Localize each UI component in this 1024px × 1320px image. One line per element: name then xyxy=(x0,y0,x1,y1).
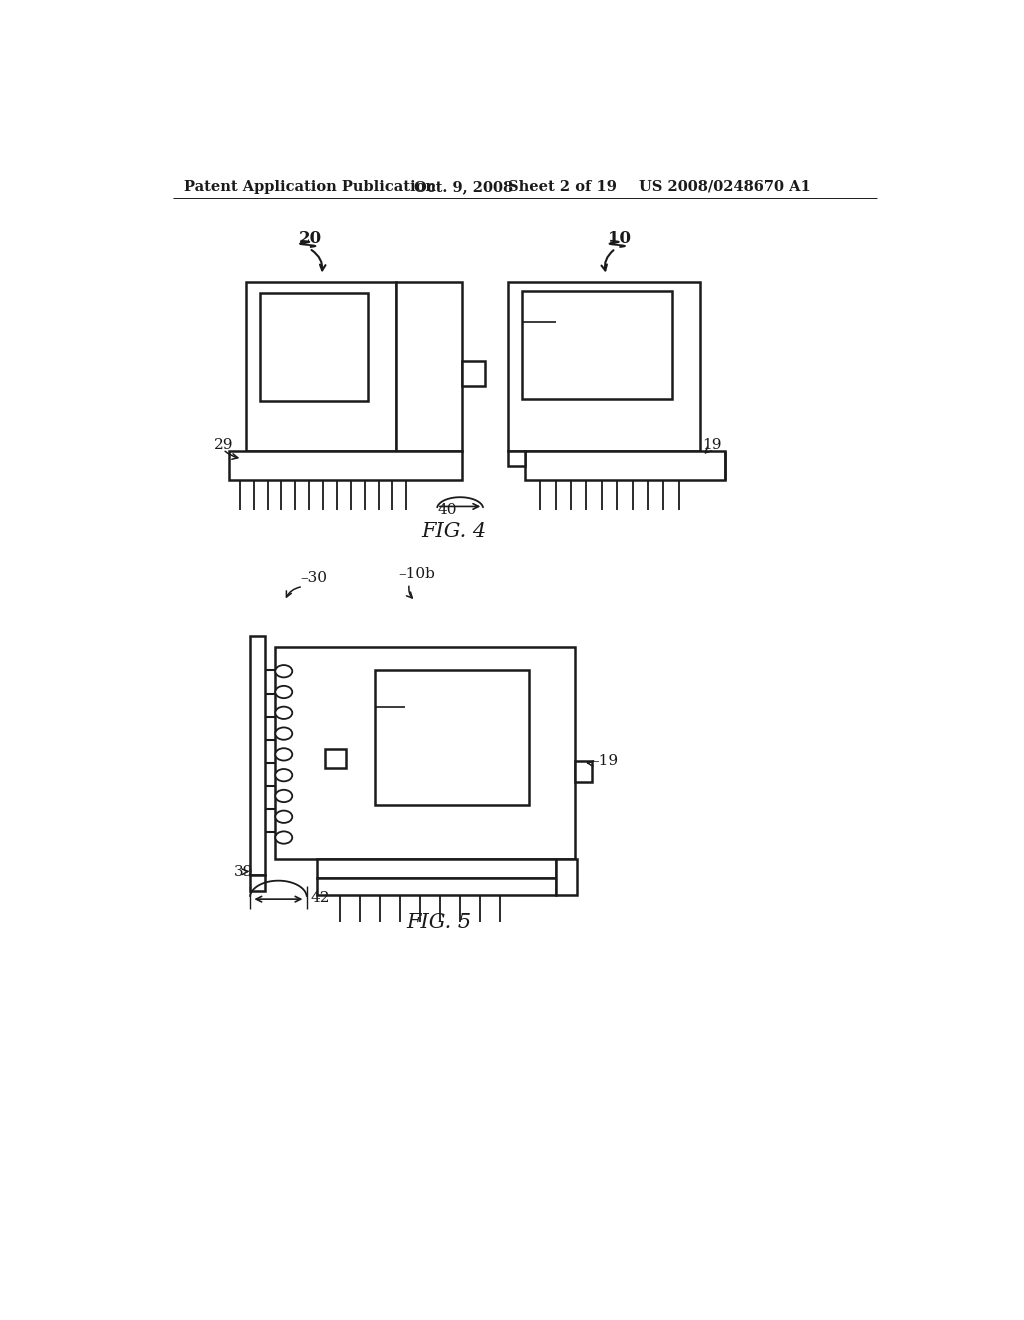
Text: 10: 10 xyxy=(608,230,631,247)
Text: 40: 40 xyxy=(437,503,457,517)
Bar xyxy=(574,760,592,781)
Text: –19: –19 xyxy=(591,754,618,768)
Ellipse shape xyxy=(275,770,292,781)
Text: 39: 39 xyxy=(233,865,253,879)
Ellipse shape xyxy=(275,810,292,822)
Ellipse shape xyxy=(275,686,292,698)
Bar xyxy=(462,360,484,385)
Bar xyxy=(375,671,528,805)
Text: –10b: –10b xyxy=(398,568,435,581)
Bar xyxy=(250,636,265,875)
Ellipse shape xyxy=(275,832,292,843)
Bar xyxy=(556,859,578,895)
Text: FIG. 4: FIG. 4 xyxy=(422,523,486,541)
Text: 29: 29 xyxy=(214,438,233,453)
Bar xyxy=(325,748,346,768)
Text: –30: –30 xyxy=(300,572,327,585)
Text: Sheet 2 of 19: Sheet 2 of 19 xyxy=(508,180,616,194)
Bar xyxy=(508,451,525,466)
Ellipse shape xyxy=(275,748,292,760)
Bar xyxy=(250,875,265,891)
Bar xyxy=(521,290,672,399)
Bar xyxy=(246,281,396,451)
Bar xyxy=(316,859,556,878)
Bar xyxy=(524,451,725,480)
Bar xyxy=(260,293,368,401)
Ellipse shape xyxy=(275,727,292,739)
Text: Oct. 9, 2008: Oct. 9, 2008 xyxy=(414,180,513,194)
Bar xyxy=(396,281,462,451)
Bar xyxy=(274,647,574,859)
Text: 42: 42 xyxy=(310,891,330,904)
Ellipse shape xyxy=(275,706,292,719)
Ellipse shape xyxy=(275,665,292,677)
Bar xyxy=(229,451,462,480)
Text: Patent Application Publication: Patent Application Publication xyxy=(184,180,436,194)
Bar xyxy=(316,878,556,895)
Ellipse shape xyxy=(275,789,292,803)
Text: US 2008/0248670 A1: US 2008/0248670 A1 xyxy=(639,180,811,194)
Text: 19: 19 xyxy=(701,438,721,453)
Text: FIG. 5: FIG. 5 xyxy=(406,913,471,932)
Text: 20: 20 xyxy=(298,230,322,247)
Bar xyxy=(508,281,700,451)
